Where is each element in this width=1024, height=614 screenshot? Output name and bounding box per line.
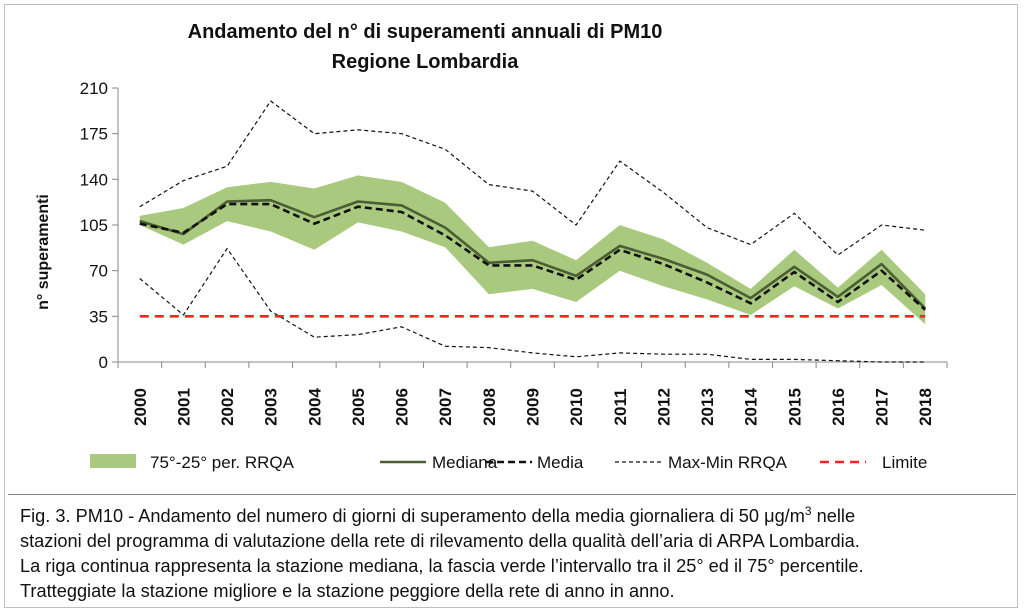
chart-title-line2: Regione Lombardia — [332, 51, 520, 73]
x-tick-label: 2003 — [262, 388, 281, 426]
y-tick-label: 140 — [80, 170, 108, 189]
series-line-mediana — [139, 198, 927, 310]
caption-line-3: La riga continua rappresenta la stazione… — [20, 556, 864, 577]
caption-line-1-end: nelle — [811, 506, 856, 527]
x-tick-label: 2002 — [218, 388, 237, 426]
caption-line-1-text: Fig. 3. PM10 - Andamento del numero di g… — [20, 506, 805, 527]
x-tick-label: 2017 — [873, 388, 892, 426]
x-tick-label: 2016 — [829, 388, 848, 426]
series-line-max — [139, 100, 926, 256]
y-tick-label: 175 — [80, 125, 108, 144]
legend-swatch-band — [90, 454, 136, 468]
caption-superscript: 3 — [804, 504, 812, 518]
x-tick-label: 2005 — [349, 388, 368, 426]
caption-line-2: stazioni del programma di valutazione de… — [20, 531, 860, 552]
figure-frame — [4, 4, 1018, 608]
caption-line-4: Tratteggiate la stazione migliore e la s… — [20, 581, 675, 602]
x-tick-label: 2010 — [567, 388, 586, 426]
chart-title-line1: Andamento del n° di superamenti annuali … — [188, 21, 663, 43]
x-tick-label: 2009 — [524, 388, 543, 426]
legend-label: Mediana — [432, 453, 498, 472]
legend-label: Max-Min RRQA — [668, 453, 788, 472]
y-tick-label: 35 — [89, 307, 108, 326]
series-line-media — [139, 202, 927, 311]
x-tick-label: 2014 — [742, 388, 761, 426]
y-tick-label: 210 — [80, 79, 108, 98]
x-tick-label: 2001 — [174, 388, 193, 426]
x-tick-label: 2013 — [698, 388, 717, 426]
legend-label: Limite — [882, 453, 927, 472]
y-tick-label: 105 — [80, 216, 108, 235]
plot-area: 0 35 70 105 140 175 210 2000 2001 2002 2003 2004 200… — [80, 79, 948, 426]
percentile-band — [139, 175, 926, 325]
y-tick-label: 0 — [99, 353, 108, 372]
y-axis-label: n° superamenti — [35, 194, 52, 310]
x-tick-label: 2012 — [654, 388, 673, 426]
series-line-min — [139, 247, 926, 363]
x-tick-label: 2006 — [393, 388, 412, 426]
x-tick-label: 2011 — [611, 389, 630, 426]
x-tick-label: 2007 — [436, 388, 455, 426]
x-tick-label: 2004 — [305, 388, 324, 426]
x-tick-label: 2008 — [480, 388, 499, 426]
y-tick-label: 70 — [89, 262, 108, 281]
x-tick-label: 2018 — [916, 388, 935, 426]
x-tick-label: 2000 — [131, 388, 150, 426]
legend: 75°-25° per. RRQA Mediana Media Max-Min RRQ… — [90, 453, 927, 472]
legend-label: Media — [537, 453, 584, 472]
caption-line-1: Fig. 3. PM10 - Andamento del numero di g… — [20, 499, 1004, 529]
pm10-chart: Andamento del n° di superamenti annuali … — [35, 21, 948, 472]
x-tick-label: 2015 — [785, 388, 804, 426]
figure-caption: Fig. 3. PM10 - Andamento del numero di g… — [8, 494, 1016, 608]
legend-label: 75°-25° per. RRQA — [150, 453, 295, 472]
